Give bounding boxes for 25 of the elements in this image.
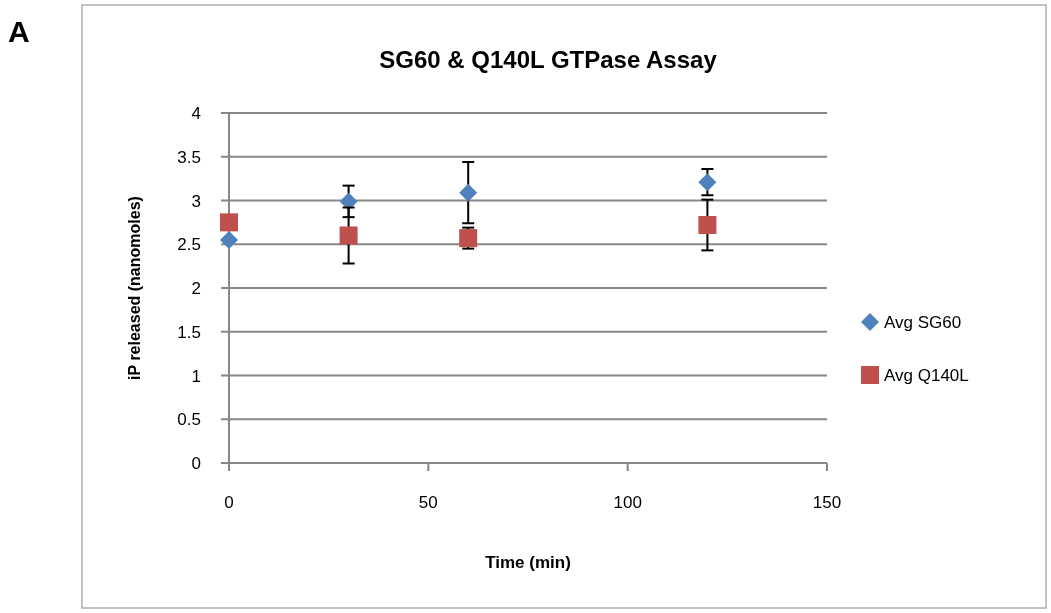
y-tick-label: 2 (191, 279, 201, 298)
y-axis-title: iP released (nanomoles) (126, 196, 143, 380)
x-axis-title: Time (min) (485, 553, 571, 572)
legend-label: Avg SG60 (884, 313, 962, 332)
text: A (8, 15, 30, 48)
y-tick-label: 1.5 (177, 322, 201, 342)
y-tick-label: 0.5 (177, 410, 201, 430)
x-tick-label: 150 (812, 493, 842, 512)
chart-title: SG60 & Q140L GTPase Assay (379, 46, 718, 73)
x-tick-label: 0 (224, 493, 234, 512)
y-tick-label: 1 (191, 366, 201, 386)
y-tick-label: 4 (191, 104, 201, 123)
x-tick-label: 50 (418, 493, 438, 512)
point (339, 226, 358, 245)
x-tick-label: 100 (613, 493, 642, 512)
y-tick-label: 2.5 (177, 235, 201, 255)
point (698, 173, 717, 192)
point (220, 213, 238, 232)
y-tick-label: 3.5 (177, 147, 201, 167)
y-tick-label: 3 (191, 191, 201, 211)
point (698, 216, 717, 234)
point (459, 183, 478, 202)
point (220, 230, 238, 249)
legend-label: Avg Q140L (884, 366, 969, 385)
y-tick-label: 0 (191, 454, 201, 473)
